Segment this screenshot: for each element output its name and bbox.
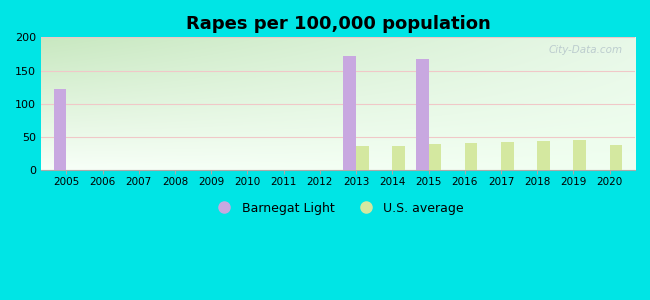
Bar (465, 143, 478, 170)
Bar (573, 140, 586, 170)
Legend: Barnegat Light, U.S. average: Barnegat Light, U.S. average (207, 197, 469, 220)
Bar (416, 58, 428, 170)
Text: City-Data.com: City-Data.com (549, 45, 623, 55)
Bar (393, 146, 405, 170)
Bar (54, 89, 66, 170)
Bar (610, 145, 622, 170)
Bar (343, 56, 356, 170)
Title: Rapes per 100,000 population: Rapes per 100,000 population (186, 15, 490, 33)
Bar (356, 146, 369, 170)
Bar (501, 142, 514, 170)
Bar (428, 144, 441, 170)
Bar (537, 141, 550, 170)
